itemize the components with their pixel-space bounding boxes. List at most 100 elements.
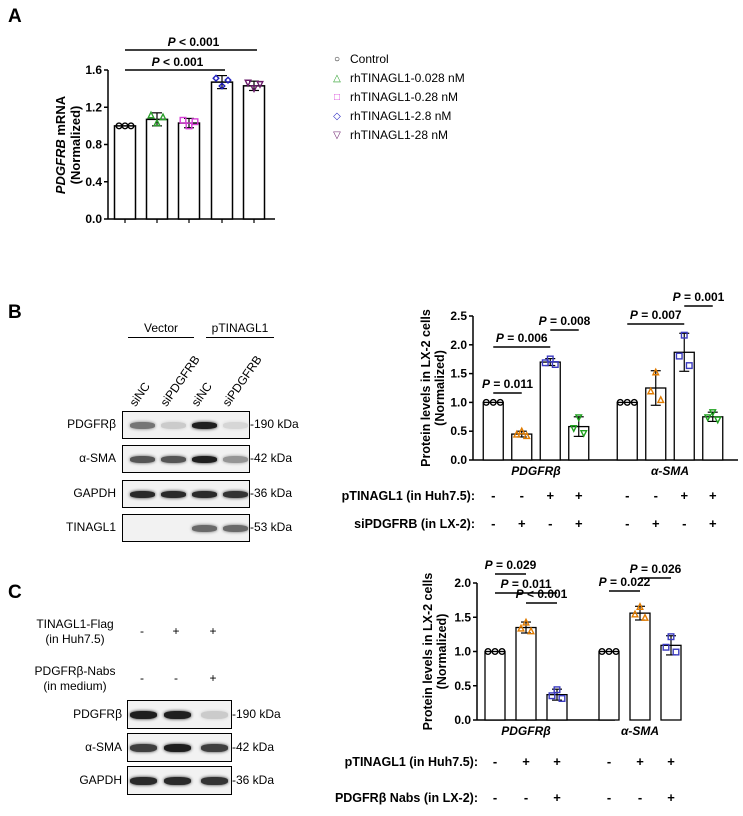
condition-label: pTINAGL1 (in Huh7.5): xyxy=(345,755,478,769)
chart-b-protein-levels: 0.0 0.5 1.0 1.5 2.0 2.5 Protein levels in LX-2… xyxy=(342,290,738,531)
blot-row xyxy=(127,766,232,795)
y-axis-label: Protein levels in LX-2 cells xyxy=(419,309,433,467)
p-value-label: P < 0.001 xyxy=(168,35,220,49)
protein-band xyxy=(163,710,191,719)
blot-kda-label: -190 kDa xyxy=(250,417,299,431)
bar xyxy=(539,361,561,461)
legend-label: rhTINAGL1-2.8 nM xyxy=(350,109,452,123)
y-tick-label: 0.8 xyxy=(85,138,102,152)
bar xyxy=(177,122,201,220)
y-axis-label: Protein levels in LX-2 cells xyxy=(421,573,435,731)
data-point-marker xyxy=(605,647,613,655)
panel-letter-c: C xyxy=(8,582,22,603)
data-point-marker xyxy=(641,613,649,621)
treatment-condition-label: TINAGL1-Flag (in Huh7.5) xyxy=(36,617,114,646)
p-value-label: P = 0.026 xyxy=(630,562,682,576)
condition-sign: + xyxy=(553,754,561,769)
bar xyxy=(660,644,682,721)
data-point-marker xyxy=(517,426,526,435)
data-point-marker xyxy=(127,122,135,130)
condition-sign: - xyxy=(493,790,497,805)
blot-row xyxy=(122,514,250,542)
chart-a-legend: ○ Control △ rhTINAGL1-0.028 nM □ rhTINAGL1-0.… xyxy=(330,50,465,145)
y-tick-label: 1.6 xyxy=(85,63,102,77)
data-point-marker xyxy=(527,626,535,635)
blot-row xyxy=(122,411,250,439)
legend-item: ○ Control xyxy=(330,50,465,69)
data-point-marker xyxy=(548,692,556,700)
circle-marker-icon: ○ xyxy=(333,54,341,65)
y-tick-label: 0.0 xyxy=(85,212,102,226)
condition-sign: - xyxy=(654,488,658,503)
condition-sign: + xyxy=(667,790,675,805)
data-point-marker xyxy=(623,398,631,406)
blot-protein-label: PDGFRβ xyxy=(67,417,116,431)
y-tick-label: 1.2 xyxy=(85,100,102,114)
y-tick-label: 1.5 xyxy=(450,367,467,381)
y-tick-label: 0.5 xyxy=(450,424,467,438)
protein-band xyxy=(222,490,248,498)
blot-kda-label: -36 kDa xyxy=(232,772,275,787)
protein-band xyxy=(200,710,228,719)
data-point-marker xyxy=(680,331,688,339)
svg-text:(Normalized): (Normalized) xyxy=(68,106,83,185)
data-point-marker xyxy=(185,122,193,130)
condition-sign: - xyxy=(682,516,686,531)
blot-protein-label: α-SMA xyxy=(79,451,116,465)
bar xyxy=(210,81,234,220)
blot-kda-label: -36 kDa xyxy=(250,486,293,500)
data-point-marker xyxy=(191,118,199,126)
triangle-marker-icon: △ xyxy=(333,73,341,84)
condition-sign: + xyxy=(518,516,526,531)
protein-band xyxy=(129,490,155,498)
condition-sign: - xyxy=(638,790,642,805)
data-point-marker xyxy=(147,110,155,119)
protein-band xyxy=(191,455,217,463)
condition-sign: + xyxy=(652,516,660,531)
group-label: PDGFRβ xyxy=(511,464,561,478)
condition-sign: + xyxy=(546,488,554,503)
condition-sign: - xyxy=(491,488,495,503)
data-point-marker xyxy=(612,647,620,655)
condition-sign: - xyxy=(493,754,497,769)
condition-sign: + xyxy=(553,790,561,805)
protein-band xyxy=(163,776,191,785)
blot-row xyxy=(127,733,232,762)
blot-row xyxy=(122,480,250,508)
p-value-label: P = 0.011 xyxy=(500,577,551,591)
data-point-marker xyxy=(636,602,644,610)
protein-band xyxy=(163,743,191,752)
bar xyxy=(242,85,266,220)
blot-protein-label: TINAGL1 xyxy=(65,520,116,534)
protein-band xyxy=(129,455,155,463)
p-value-label: P = 0.001 xyxy=(673,290,725,304)
western-blot-c: TINAGL1-Flag (in Huh7.5) - + + PDGFRβ-Nabs (in… xyxy=(0,600,330,800)
protein-band xyxy=(191,421,217,429)
data-point-marker xyxy=(598,647,606,655)
condition-label: PDGFRβ Nabs (in LX-2): xyxy=(335,791,478,805)
data-point-marker xyxy=(546,355,554,363)
data-point-marker xyxy=(256,80,264,89)
y-tick-label: 1.0 xyxy=(454,645,471,659)
condition-sign: - xyxy=(520,488,524,503)
protein-band xyxy=(222,455,248,463)
data-point-marker xyxy=(662,643,670,651)
treatment-condition-label: PDGFRβ-Nabs (in medium) xyxy=(34,664,116,693)
y-tick-label: 2.5 xyxy=(450,309,467,323)
blot-protein-label: α-SMA xyxy=(85,739,122,754)
data-point-marker xyxy=(667,633,675,641)
protein-band xyxy=(191,524,217,532)
y-tick-label: 1.0 xyxy=(450,395,467,409)
condition-sign: - xyxy=(524,790,528,805)
data-point-marker xyxy=(569,425,578,433)
svg-text:(Normalized): (Normalized) xyxy=(433,350,447,426)
bar xyxy=(702,416,724,461)
lane-label: siNC xyxy=(126,379,153,409)
protein-band xyxy=(160,455,186,463)
legend-item: ▽ rhTINAGL1-28 nM xyxy=(330,126,465,145)
blot-kda-label: -42 kDa xyxy=(250,451,293,465)
bar xyxy=(616,401,638,461)
data-point-marker xyxy=(244,79,252,88)
condition-sign: - xyxy=(140,624,144,638)
protein-band xyxy=(200,743,228,752)
